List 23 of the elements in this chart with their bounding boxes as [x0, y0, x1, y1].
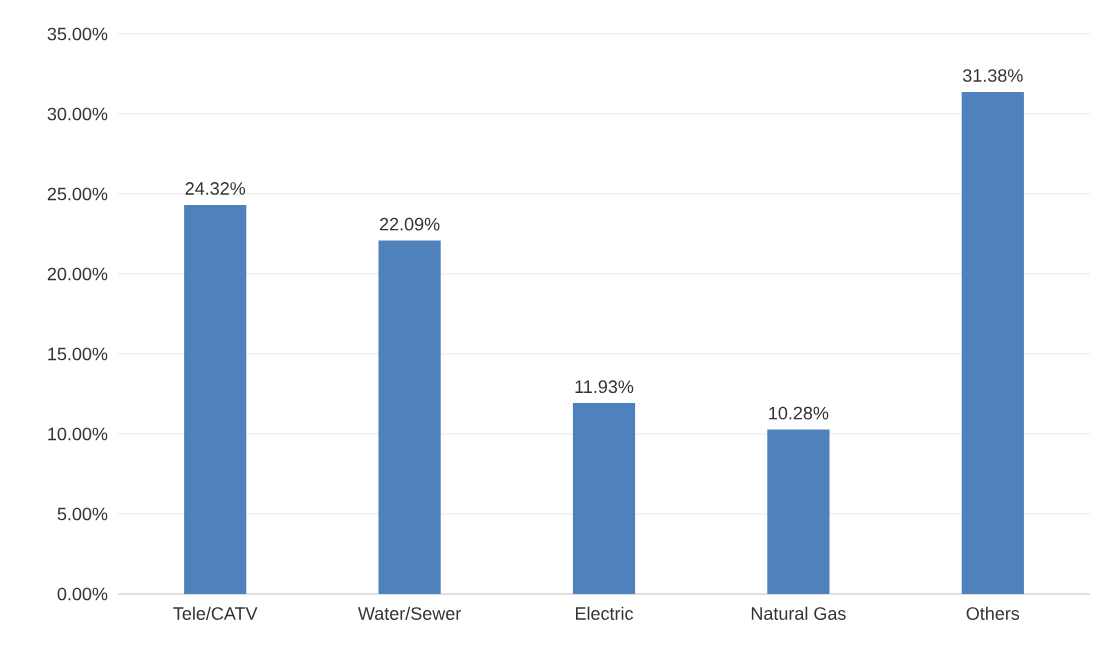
x-tick-label: Natural Gas — [751, 606, 846, 620]
bar — [572, 403, 636, 594]
data-label: 24.32% — [185, 182, 246, 195]
data-label: 11.93% — [575, 380, 634, 394]
bar — [767, 429, 830, 594]
y-tick-label: 10.00% — [48, 427, 108, 441]
bar — [184, 204, 247, 594]
data-label: 10.28% — [769, 406, 829, 420]
x-tick-label: Water/Sewer — [358, 606, 461, 620]
y-tick-label: 35.00% — [47, 27, 108, 41]
x-tick-label: Electric — [575, 606, 634, 620]
y-tick-label: 20.00% — [47, 267, 108, 281]
x-tick-label: Tele/CATV — [173, 606, 258, 620]
y-tick-label: 5.00% — [57, 507, 108, 521]
y-tick-label: 25.00% — [47, 187, 108, 201]
data-label: 22.09% — [379, 217, 440, 231]
y-tick-label: 15.00% — [48, 347, 108, 361]
x-tick-label: Others — [966, 606, 1020, 620]
bar — [378, 240, 441, 594]
y-tick-label: 0.00% — [57, 587, 108, 601]
data-label: 31.38% — [962, 69, 1023, 82]
y-tick-label: 30.00% — [47, 107, 108, 121]
bar — [961, 91, 1024, 594]
